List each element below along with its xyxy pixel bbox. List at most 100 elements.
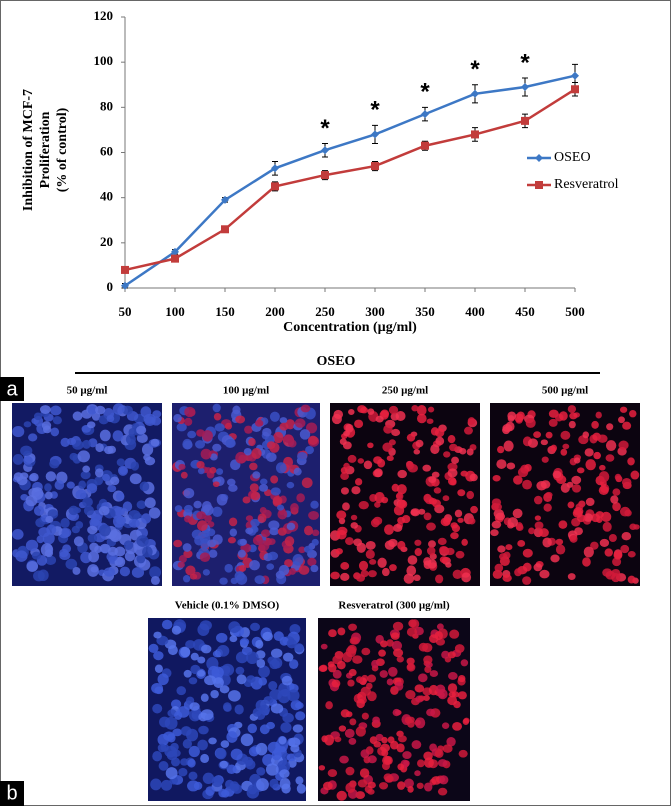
nucleus <box>397 735 407 743</box>
x-tick-label: 250 <box>315 304 335 319</box>
nucleus <box>110 476 120 486</box>
nucleus <box>116 516 127 525</box>
nucleus <box>499 553 508 561</box>
nucleus <box>355 478 363 486</box>
nucleus <box>262 427 272 437</box>
nucleus <box>213 412 222 421</box>
nucleus <box>388 405 399 415</box>
nucleus <box>620 544 630 554</box>
nucleus <box>429 743 438 752</box>
nucleus <box>414 770 421 777</box>
nucleus <box>428 684 439 696</box>
nucleus <box>359 768 370 778</box>
nucleus <box>413 449 421 455</box>
nucleus <box>136 500 147 510</box>
nucleus <box>351 486 361 495</box>
nucleus <box>226 764 237 775</box>
nucleus <box>177 561 185 568</box>
nucleus <box>468 517 476 525</box>
nucleus <box>80 470 91 480</box>
x-tick-label: 100 <box>165 304 185 319</box>
panel-label-box <box>0 377 24 401</box>
nucleus <box>174 711 183 720</box>
nucleus <box>381 496 389 504</box>
nucleus <box>311 538 319 546</box>
nucleus <box>466 448 474 456</box>
nucleus <box>428 540 436 548</box>
y-tick-label: 100 <box>94 53 114 68</box>
nucleus <box>171 757 181 767</box>
nucleus <box>552 470 562 479</box>
nucleus <box>605 454 615 462</box>
nucleus <box>391 640 403 651</box>
nucleus <box>288 568 296 575</box>
nucleus <box>183 669 192 678</box>
nucleus <box>447 435 456 444</box>
nucleus <box>437 759 448 767</box>
nucleus <box>402 751 412 759</box>
nucleus <box>492 474 501 482</box>
nucleus <box>539 569 550 579</box>
nucleus <box>383 755 393 765</box>
nucleus <box>542 537 552 548</box>
nucleus <box>332 669 342 679</box>
nucleus <box>403 778 414 789</box>
marker <box>471 89 479 98</box>
nucleus <box>39 405 51 414</box>
nucleus <box>427 406 435 413</box>
nucleus <box>447 651 456 659</box>
nucleus <box>361 647 371 656</box>
nucleus <box>368 559 377 565</box>
nucleus <box>367 570 377 578</box>
nucleus <box>94 476 104 486</box>
nucleus <box>278 564 290 576</box>
nucleus <box>397 781 406 790</box>
nucleus <box>152 750 163 762</box>
nucleus <box>49 459 60 469</box>
nucleus <box>129 473 142 485</box>
nucleus <box>245 515 254 522</box>
nucleus <box>139 481 150 492</box>
nucleus <box>460 659 469 667</box>
nucleus <box>543 503 552 512</box>
nucleus <box>234 571 245 581</box>
nucleus <box>62 544 72 553</box>
nucleus <box>188 677 198 685</box>
nucleus <box>431 776 442 785</box>
nucleus <box>122 501 133 512</box>
nucleus <box>195 440 206 449</box>
nucleus <box>430 427 439 436</box>
nucleus <box>497 545 506 553</box>
nucleus <box>396 743 405 753</box>
nucleus <box>210 689 219 699</box>
nucleus <box>621 532 632 541</box>
nucleus <box>265 452 277 462</box>
nucleus <box>279 417 288 424</box>
nucleus <box>65 558 78 570</box>
nucleus <box>87 405 97 415</box>
nucleus <box>235 666 245 675</box>
nucleus <box>345 711 353 718</box>
nucleus <box>308 510 320 520</box>
nucleus <box>503 440 514 452</box>
nucleus <box>204 675 217 686</box>
nucleus <box>200 693 209 702</box>
nucleus <box>171 625 182 635</box>
nucleus <box>279 778 291 790</box>
nucleus <box>299 429 311 440</box>
nucleus <box>416 404 427 416</box>
nucleus <box>225 438 236 448</box>
nucleus <box>187 780 200 792</box>
nucleus <box>497 445 505 454</box>
nucleus <box>533 431 542 439</box>
nucleus <box>228 484 238 492</box>
nucleus <box>406 433 416 442</box>
nucleus <box>33 570 45 582</box>
nucleus <box>367 755 377 764</box>
nucleus <box>216 493 228 506</box>
nucleus <box>358 560 369 571</box>
nucleus <box>88 550 100 563</box>
nucleus <box>308 435 319 446</box>
nucleus <box>87 533 98 543</box>
